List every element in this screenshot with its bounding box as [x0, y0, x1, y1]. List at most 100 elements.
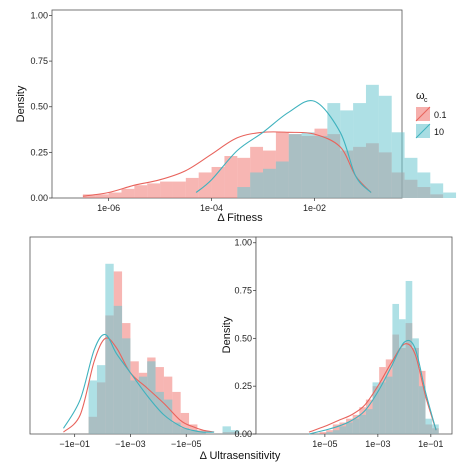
- legend-line-0.1: [415, 106, 431, 122]
- bar-fitness-10-25: [404, 157, 418, 198]
- bar-ultrasensitivity-positive-0.1-0: [319, 432, 327, 434]
- bar-ultrasensitivity-positive-10-15: [418, 386, 426, 434]
- bar-fitness-0.1-7: [172, 181, 186, 198]
- bar-fitness-10-18: [314, 135, 328, 198]
- bar-fitness-0.1-8: [185, 177, 199, 198]
- xtick-label-ultrasensitivity-positive-1: 1e−03: [365, 439, 390, 449]
- bar-fitness-0.1-3: [121, 188, 135, 198]
- bar-fitness-0.1-2: [108, 192, 122, 198]
- ytick-label-fitness-0: 0.00: [30, 193, 48, 203]
- legend-title-subscript: c: [424, 97, 428, 104]
- bar-fitness-10-12: [237, 187, 251, 198]
- ytick-label-fitness-3: 0.75: [30, 56, 48, 66]
- density-line-ultrasensitivity-positive-10: [308, 339, 437, 435]
- bar-ultrasensitivity-negative-10-5: [130, 380, 139, 434]
- bar-ultrasensitivity-negative-10-9: [163, 399, 173, 434]
- bar-fitness-0.1-10: [211, 166, 225, 198]
- bar-ultrasensitivity-negative-10-3: [113, 305, 123, 434]
- bar-ultrasensitivity-positive-10-6: [359, 414, 366, 434]
- bar-ultrasensitivity-positive-10-16: [425, 418, 433, 434]
- bar-fitness-10-17: [301, 132, 315, 198]
- xtick-label-ultrasensitivity-positive-2: 1e−01: [418, 439, 443, 449]
- bar-ultrasensitivity-positive-10-13: [405, 280, 413, 434]
- bar-fitness-0.1-6: [160, 181, 173, 198]
- bar-ultrasensitivity-negative-10-1: [96, 365, 106, 434]
- bar-fitness-10-20: [340, 110, 354, 198]
- ytick-label-ultrasensitivity-positive-1: 0.25: [234, 381, 252, 391]
- bar-ultrasensitivity-negative-10-7: [147, 361, 156, 434]
- bar-ultrasensitivity-negative-0.1-10: [172, 391, 181, 434]
- bar-fitness-10-19: [327, 103, 341, 198]
- ultrasensitivity-neg-plot: −1e−01 −1e−03 −1e−05: [59, 263, 240, 449]
- ytick-label-ultrasensitivity-positive-0: 0.00: [234, 429, 252, 439]
- xtick-label-ultrasensitivity-negative-2: −1e−05: [171, 439, 202, 449]
- bar-ultrasensitivity-negative-10-11: [180, 428, 190, 434]
- bar-ultrasensitivity-negative-0.1-12: [189, 424, 198, 434]
- xtick-label-ultrasensitivity-negative-1: −1e−03: [115, 439, 146, 449]
- legend: ω c 0.1 10: [415, 90, 447, 139]
- legend-title: ω: [416, 90, 425, 102]
- bar-ultrasensitivity-positive-10-7: [365, 409, 373, 434]
- bar-ultrasensitivity-negative-10-17: [230, 430, 240, 434]
- bar-ultrasensitivity-positive-0.1-1: [326, 430, 333, 434]
- xtick-label-ultrasensitivity-negative-0: −1e−01: [59, 439, 90, 449]
- density-line-ultrasensitivity-positive-0.1: [308, 343, 437, 433]
- bar-ultrasensitivity-positive-10-14: [412, 338, 419, 434]
- bar-fitness-10-28: [443, 192, 457, 198]
- bar-fitness-10-22: [365, 84, 379, 198]
- bar-fitness-10-27: [430, 183, 444, 198]
- bar-fitness-10-21: [353, 103, 366, 198]
- fitness-xlabel: Δ Fitness: [217, 212, 263, 224]
- ultrasensitivity-ylabel: Density: [221, 316, 233, 353]
- legend-line-10: [415, 123, 431, 139]
- bar-ultrasensitivity-negative-10-12: [189, 430, 198, 434]
- xtick-label-ultrasensitivity-positive-0: 1e−05: [312, 439, 337, 449]
- bar-ultrasensitivity-positive-10-4: [346, 422, 353, 434]
- bar-ultrasensitivity-negative-10-0: [88, 380, 97, 434]
- bar-ultrasensitivity-positive-10-12: [399, 319, 406, 434]
- fitness-plot: 1e-06 1e-04 1e-02 0.00 0.25 0.50 0.75 1.00: [30, 10, 457, 213]
- bar-fitness-10-14: [263, 168, 276, 198]
- bar-fitness-10-15: [275, 161, 289, 198]
- bar-ultrasensitivity-negative-10-6: [138, 376, 148, 434]
- bar-ultrasensitivity-positive-10-3: [339, 426, 347, 434]
- bar-ultrasensitivity-positive-10-5: [352, 418, 360, 434]
- bar-ultrasensitivity-positive-0.1-2: [332, 424, 340, 434]
- bar-ultrasensitivity-positive-10-1: [326, 432, 333, 434]
- ytick-label-ultrasensitivity-positive-3: 0.75: [234, 286, 252, 296]
- ytick-label-fitness-1: 0.25: [30, 147, 48, 157]
- xtick-label-fitness-1: 1e-04: [200, 203, 223, 213]
- density-line-fitness-0.1: [82, 131, 372, 197]
- ytick-label-ultrasensitivity-positive-4: 1.00: [234, 238, 252, 248]
- fitness-ylabel: Density: [15, 85, 27, 122]
- bar-ultrasensitivity-positive-10-9: [379, 382, 386, 434]
- bar-fitness-0.1-11: [224, 156, 238, 198]
- density-line-fitness-10: [195, 100, 372, 193]
- bar-fitness-10-13: [250, 172, 264, 198]
- xtick-label-fitness-2: 1e-02: [303, 203, 326, 213]
- bar-ultrasensitivity-positive-10-11: [392, 303, 400, 434]
- bar-fitness-10-23: [378, 95, 392, 198]
- bar-ultrasensitivity-positive-10-2: [332, 430, 340, 434]
- density-line-ultrasensitivity-negative-10: [63, 333, 215, 433]
- legend-label-0.1: 0.1: [434, 110, 447, 120]
- ultrasensitivity-xlabel: Δ Ultrasensitivity: [200, 450, 281, 462]
- bar-ultrasensitivity-negative-10-2: [105, 263, 114, 434]
- bar-fitness-10-26: [417, 172, 431, 198]
- bar-fitness-10-24: [391, 132, 405, 198]
- legend-label-10: 10: [434, 127, 444, 137]
- xtick-label-fitness-0: 1e-06: [97, 203, 120, 213]
- bar-fitness-10-16: [288, 134, 302, 198]
- ytick-label-fitness-4: 1.00: [30, 10, 48, 20]
- bar-fitness-0.1-4: [134, 185, 148, 198]
- ytick-label-fitness-2: 0.50: [30, 102, 48, 112]
- ultrasensitivity-pos-plot: 1e−05 1e−03 1e−01 0.00 0.25 0.50 0.75 1.00: [234, 238, 443, 449]
- bar-fitness-0.1-1: [95, 194, 109, 198]
- bar-ultrasensitivity-negative-10-16: [222, 426, 231, 434]
- bar-ultrasensitivity-positive-10-10: [385, 376, 393, 434]
- bar-ultrasensitivity-negative-10-4: [122, 338, 131, 434]
- ytick-label-ultrasensitivity-positive-2: 0.50: [234, 333, 252, 343]
- bar-ultrasensitivity-negative-10-10: [172, 422, 181, 434]
- bar-fitness-0.1-0: [82, 194, 96, 198]
